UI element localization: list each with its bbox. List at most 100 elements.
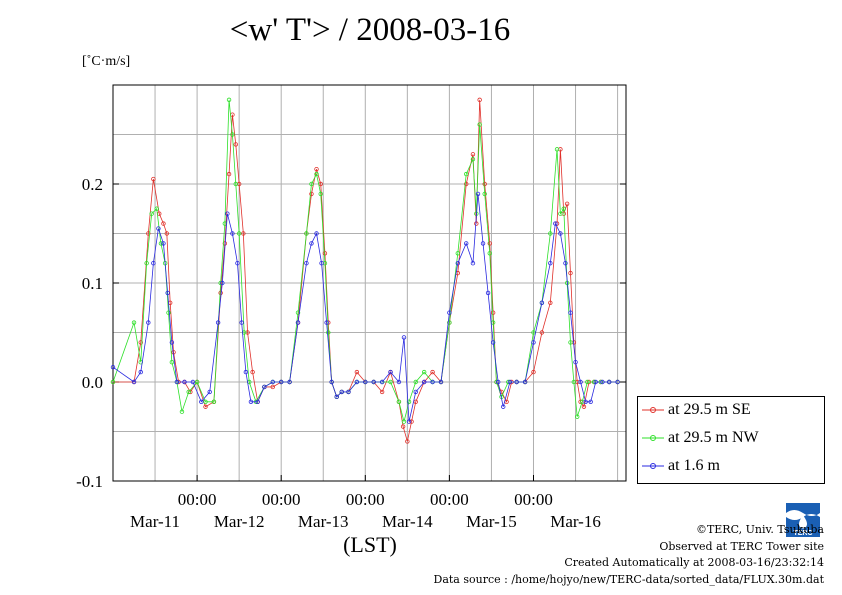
series-point-2: [243, 369, 249, 375]
series-point-1: [233, 181, 238, 187]
series-point-1: [571, 379, 577, 385]
series-point-2: [230, 231, 235, 236]
series-point-0: [161, 221, 166, 226]
series-point-0: [309, 191, 314, 197]
series-point-0: [270, 384, 275, 390]
series-point-1: [203, 399, 208, 404]
series-point-1: [568, 340, 573, 345]
series-point-0: [539, 330, 545, 335]
series-point-2: [573, 360, 578, 365]
series-point-2: [146, 320, 151, 325]
footer-observed: Observed at TERC Tower site: [659, 540, 824, 553]
series-point-0: [409, 419, 414, 424]
series-point-1: [487, 251, 492, 256]
series-point-1: [326, 330, 331, 335]
series-point-2: [514, 379, 519, 385]
series-point-0: [354, 369, 360, 375]
series-point-0: [233, 142, 238, 147]
series-point-2: [421, 379, 427, 385]
series-point-2: [501, 404, 506, 409]
series-point-2: [563, 261, 568, 266]
legend-marker-nw: [642, 435, 664, 441]
series-point-2: [388, 369, 393, 375]
series-point-1: [406, 399, 412, 404]
series-point-2: [182, 379, 187, 385]
series-point-2: [430, 379, 435, 385]
series-point-2: [438, 379, 444, 385]
grid-lines: [113, 85, 626, 481]
series-point-2: [583, 399, 588, 404]
series-point-2: [507, 379, 513, 385]
series-point-2: [190, 379, 196, 385]
series-point-2: [255, 399, 260, 404]
series-point-0: [430, 369, 435, 375]
series-point-2: [406, 419, 412, 424]
series-point-2: [600, 379, 605, 385]
series-point-2: [413, 389, 418, 395]
series-point-1: [447, 320, 452, 325]
series-point-2: [262, 384, 267, 390]
y-axis-ticks: -0.1 0.0 0.1 0.2: [76, 175, 626, 491]
series-point-1: [149, 211, 154, 216]
series-point-2: [151, 261, 156, 266]
series-point-1: [318, 191, 323, 197]
series-point-1: [179, 409, 185, 414]
series-point-2: [248, 399, 254, 404]
series-point-2: [346, 389, 351, 395]
terc-logo-icon: TERC: [786, 503, 820, 537]
series-point-2: [606, 379, 612, 385]
series-point-1: [226, 97, 232, 103]
series-point-2: [334, 394, 339, 400]
series-point-1: [561, 206, 566, 211]
series-point-2: [215, 320, 221, 325]
series-point-1: [482, 191, 487, 197]
series-point-2: [588, 399, 593, 404]
x-tick-time-label: 00:00: [262, 490, 301, 509]
series-point-2: [363, 379, 368, 385]
x-tick-time-label: 00:00: [430, 490, 469, 509]
series-point-0: [322, 251, 328, 256]
series-point-2: [522, 379, 528, 385]
series-point-2: [339, 389, 344, 395]
series-point-1: [309, 181, 314, 187]
series-point-1: [558, 211, 563, 216]
series-point-1: [575, 414, 580, 419]
series-point-0: [164, 231, 170, 236]
series-point-1: [166, 310, 171, 315]
series-point-0: [250, 369, 255, 375]
x-tick-date-label: Mar-11: [130, 512, 180, 531]
series-point-2: [165, 290, 170, 296]
series-line-2: [112, 193, 618, 422]
series-point-2: [131, 379, 137, 385]
series-point-2: [379, 379, 385, 385]
series-point-0: [564, 201, 570, 206]
series-point-0: [146, 231, 151, 236]
series-point-2: [304, 261, 309, 266]
series-point-1: [186, 389, 191, 395]
series-point-2: [239, 320, 244, 325]
series-point-1: [464, 171, 469, 177]
series-point-0: [470, 152, 476, 157]
series-point-1: [401, 419, 407, 424]
series-point-2: [593, 379, 598, 385]
series-point-2: [138, 369, 143, 375]
series-point-1: [230, 132, 235, 137]
chart-title: <w' T'> / 2008-03-16: [229, 12, 511, 48]
series-point-2: [319, 261, 324, 266]
series-point-2: [470, 261, 476, 266]
legend: at 29.5 m SE at 29.5 m NW at 1.6 m: [637, 396, 825, 484]
series-point-2: [225, 211, 230, 216]
series-point-1: [388, 379, 393, 385]
series-point-2: [270, 379, 275, 385]
series-point-2: [329, 379, 334, 385]
series-point-0: [548, 300, 553, 305]
series-point-0: [203, 404, 208, 409]
x-tick-date-label: Mar-16: [550, 512, 601, 531]
series-point-2: [314, 231, 319, 236]
series-point-1: [194, 379, 200, 385]
series-point-2: [287, 379, 292, 385]
series-point-2: [578, 379, 583, 385]
series-point-1: [169, 360, 175, 365]
series-point-0: [226, 171, 232, 177]
